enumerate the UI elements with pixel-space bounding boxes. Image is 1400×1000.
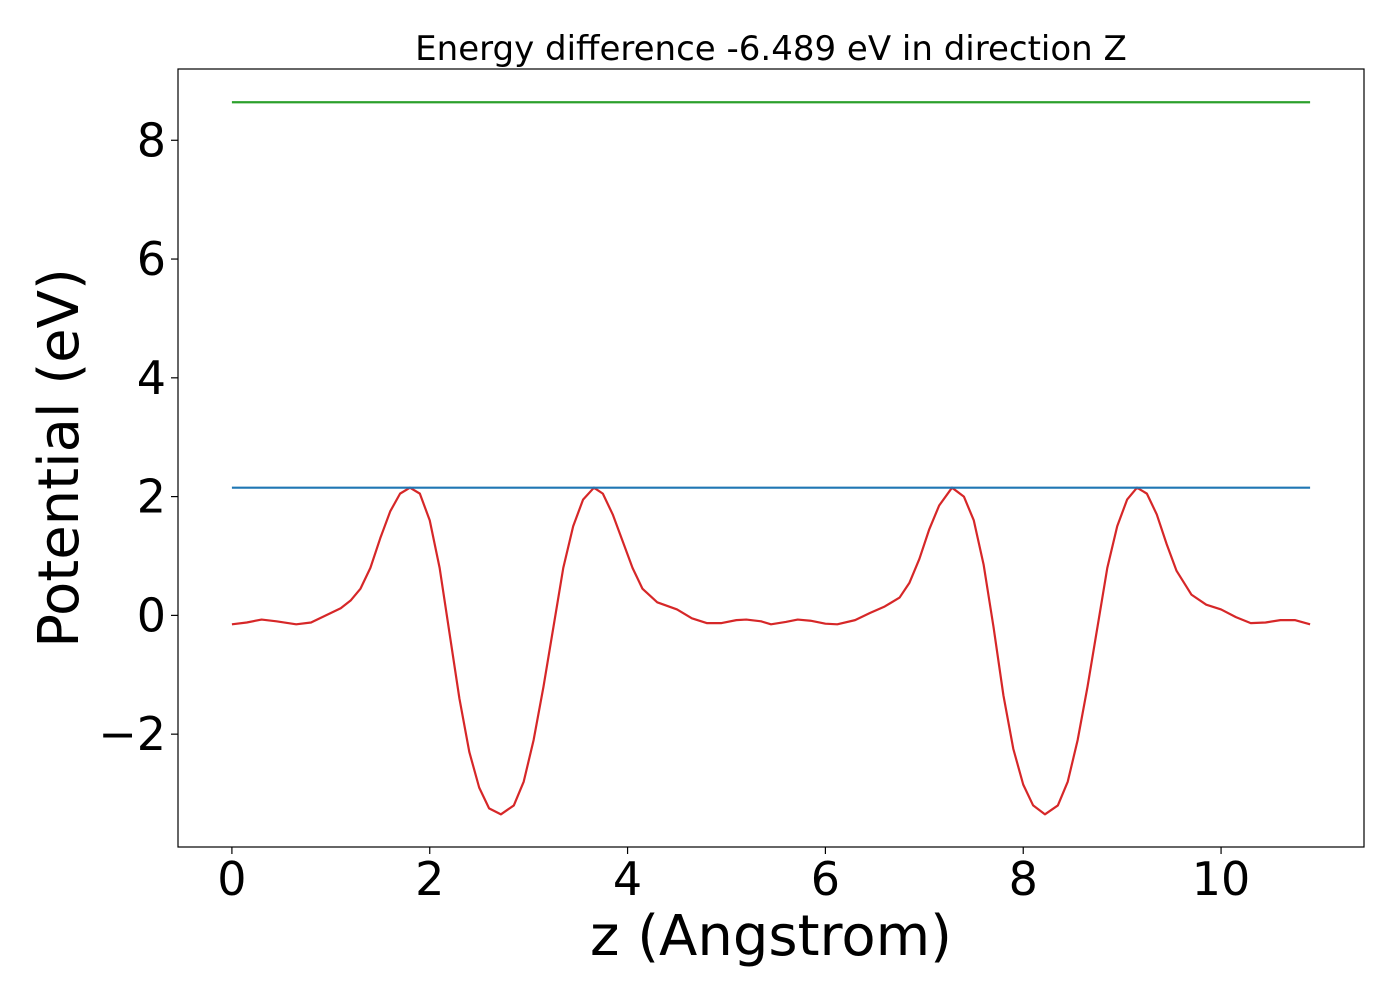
series-layer — [231, 101, 1311, 816]
x-tick-label: 0 — [217, 852, 246, 906]
y-tick-label: 0 — [137, 588, 166, 642]
x-tick-label: 4 — [613, 852, 642, 906]
y-axis-label: Potential (eV) — [27, 268, 92, 648]
x-axis-label: z (Angstrom) — [590, 904, 952, 969]
x-axis-ticks: 0 2 4 6 8 10 — [217, 847, 1250, 906]
y-tick-label: 6 — [137, 232, 166, 286]
y-tick-label: −2 — [98, 707, 166, 761]
y-tick-label: 4 — [137, 351, 166, 405]
series-line-0 — [231, 486, 1311, 816]
y-tick-label: 8 — [137, 113, 166, 167]
y-tick-label: 2 — [137, 470, 166, 524]
x-tick-label: 6 — [811, 852, 840, 906]
x-tick-label: 2 — [415, 852, 444, 906]
plot-frame — [177, 68, 1365, 848]
chart-title: Energy difference -6.489 eV in direction… — [415, 29, 1127, 69]
y-axis-ticks: −2 0 2 4 6 8 — [98, 113, 178, 761]
x-tick-label: 8 — [1009, 852, 1038, 906]
x-tick-label: 10 — [1192, 852, 1251, 906]
